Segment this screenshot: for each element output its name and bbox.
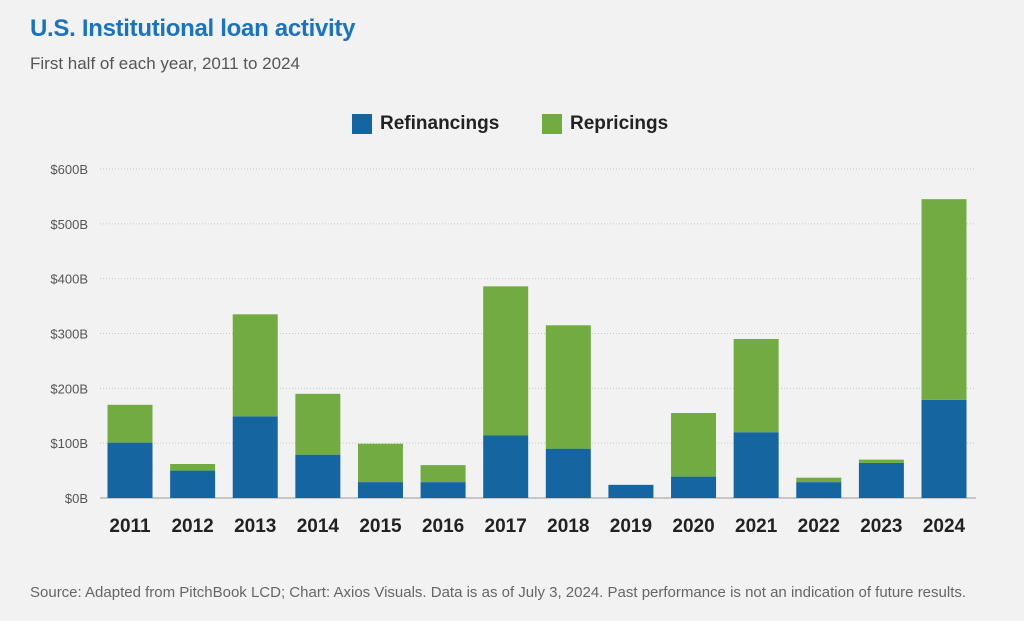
bar-repricings-2017 <box>483 286 529 436</box>
bar-repricings-2023 <box>858 459 904 463</box>
legend-swatch-refinancings <box>352 114 372 134</box>
bar-repricings-2020 <box>671 413 717 477</box>
bar-refinancings-2016 <box>420 482 466 498</box>
x-tick-label: 2012 <box>171 516 213 537</box>
y-tick-label: $100B <box>50 436 88 451</box>
x-tick-label: 2015 <box>359 516 402 537</box>
bar-repricings-2021 <box>733 338 779 433</box>
bar-repricings-2014 <box>295 393 341 455</box>
x-tick-label: 2024 <box>923 516 966 537</box>
x-tick-label: 2019 <box>610 516 652 537</box>
bar-refinancings-2013 <box>232 416 278 498</box>
bar-repricings-2013 <box>232 314 278 417</box>
bar-refinancings-2015 <box>357 482 403 498</box>
x-tick-label: 2023 <box>860 516 902 537</box>
x-tick-label: 2016 <box>422 516 464 537</box>
legend-swatch-repricings <box>542 114 562 134</box>
x-tick-label: 2021 <box>735 516 778 537</box>
y-tick-label: $400B <box>50 272 88 287</box>
bar-refinancings-2012 <box>170 470 216 498</box>
x-tick-label: 2011 <box>109 516 151 537</box>
bar-refinancings-2024 <box>921 399 967 498</box>
bar-refinancings-2023 <box>858 462 904 498</box>
chart-subtitle: First half of each year, 2011 to 2024 <box>30 54 300 73</box>
bar-repricings-2012 <box>170 464 216 471</box>
legend-label-refinancings: Refinancings <box>380 113 500 134</box>
bar-refinancings-2019 <box>608 484 654 498</box>
y-tick-label: $600B <box>50 162 88 177</box>
bar-repricings-2022 <box>796 477 842 483</box>
bar-repricings-2024 <box>921 199 967 400</box>
x-tick-label: 2014 <box>297 516 340 537</box>
x-tick-label: 2020 <box>672 516 714 537</box>
bar-refinancings-2017 <box>483 435 529 498</box>
y-tick-label: $300B <box>50 327 88 342</box>
x-tick-label: 2017 <box>485 516 527 537</box>
legend: Refinancings Repricings <box>0 113 1024 139</box>
x-tick-label: 2013 <box>234 516 276 537</box>
legend-item-repricings: Repricings <box>542 113 668 135</box>
source-note: Source: Adapted from PitchBook LCD; Char… <box>30 584 967 601</box>
y-tick-label: $0B <box>65 491 88 506</box>
bar-repricings-2011 <box>107 404 153 443</box>
y-tick-label: $500B <box>50 217 88 232</box>
bar-repricings-2018 <box>545 325 591 449</box>
chart-title: U.S. Institutional loan activity <box>30 15 356 42</box>
legend-item-refinancings: Refinancings <box>352 113 499 135</box>
bar-refinancings-2018 <box>545 448 591 498</box>
bar-repricings-2015 <box>357 443 403 483</box>
legend-label-repricings: Repricings <box>570 113 669 134</box>
bar-refinancings-2021 <box>733 432 779 498</box>
bar-refinancings-2020 <box>671 476 717 498</box>
bar-repricings-2016 <box>420 465 466 483</box>
bar-refinancings-2011 <box>107 442 153 498</box>
bar-refinancings-2022 <box>796 482 842 498</box>
x-tick-label: 2018 <box>547 516 589 537</box>
y-tick-label: $200B <box>50 381 88 396</box>
bar-refinancings-2014 <box>295 454 341 498</box>
x-tick-label: 2022 <box>798 516 840 537</box>
